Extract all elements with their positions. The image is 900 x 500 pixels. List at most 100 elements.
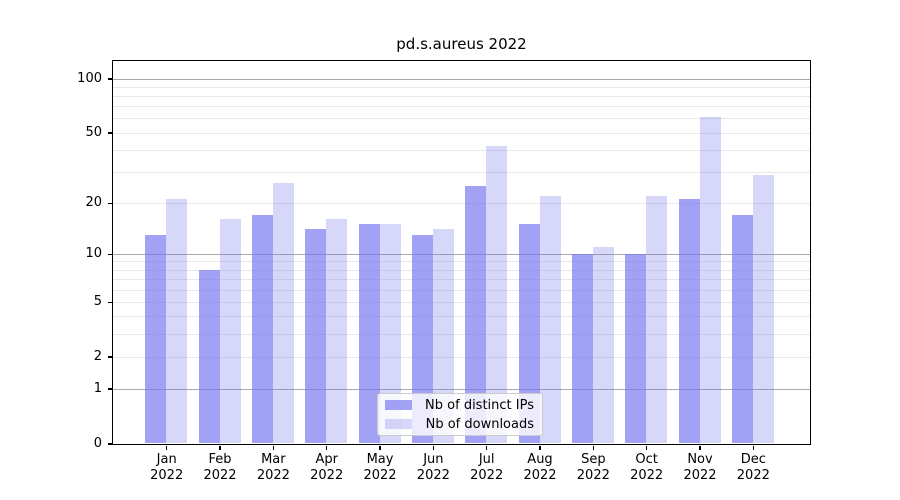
bar-downloads-dec [752, 174, 774, 444]
gridline-minor-8 [112, 269, 810, 271]
x-tick-year: 2022 [523, 467, 557, 483]
x-tick-year: 2022 [363, 467, 397, 483]
x-tick-mark-oct [645, 445, 648, 450]
x-tick-month: Sep [581, 452, 606, 467]
x-tick-year: 2022 [203, 467, 237, 483]
x-tick-mark-jan [165, 445, 168, 450]
x-tick-label-aug: Aug 2022 [508, 452, 572, 483]
y-tick-label-50: 50 [85, 125, 102, 141]
gridline-minor-60 [112, 118, 810, 120]
gridline-minor-2 [112, 356, 810, 358]
x-tick-mark-jun [432, 445, 435, 450]
x-tick-year: 2022 [256, 467, 290, 483]
x-tick-mark-jul [485, 445, 488, 450]
x-tick-month: Jul [478, 452, 495, 467]
y-tick-mark-50 [107, 132, 112, 134]
x-tick-year: 2022 [150, 467, 184, 483]
x-tick-label-feb: Feb 2022 [188, 452, 252, 483]
bar-distinct-ips-aug [518, 224, 540, 444]
x-tick-mark-may [379, 445, 381, 450]
bar-distinct-ips-feb [198, 269, 220, 444]
y-tick-label-100: 100 [77, 71, 102, 87]
x-tick-month: Mar [261, 452, 286, 467]
x-tick-label-oct: Oct 2022 [615, 452, 679, 483]
x-tick-label-nov: Nov 2022 [668, 452, 732, 483]
x-tick-mark-apr [325, 445, 328, 450]
gridline-minor-40 [112, 149, 810, 151]
bar-distinct-ips-mar [251, 214, 273, 444]
x-tick-mark-aug [539, 445, 541, 450]
legend: Nb of distinct IPs Nb of downloads [377, 393, 543, 436]
bar-downloads-jun [432, 229, 454, 444]
x-tick-mark-sep [592, 445, 595, 450]
x-tick-month: Aug [527, 452, 553, 467]
x-tick-month: May [366, 452, 394, 467]
x-tick-year: 2022 [310, 467, 344, 483]
legend-label-downloads: Nb of downloads [425, 416, 534, 432]
gridline-minor-9 [112, 261, 810, 263]
x-tick-month: Apr [315, 452, 338, 467]
bars-layer [113, 61, 810, 444]
bar-distinct-ips-jun [411, 234, 433, 444]
x-tick-year: 2022 [630, 467, 664, 483]
x-tick-year: 2022 [470, 467, 504, 483]
bar-distinct-ips-oct [625, 253, 647, 444]
x-tick-label-apr: Apr 2022 [295, 452, 359, 483]
x-tick-mark-nov [699, 445, 701, 450]
x-tick-month: Dec [740, 452, 766, 467]
y-tick-label-10: 10 [85, 246, 102, 262]
y-tick-label-2: 2 [93, 349, 102, 365]
gridline-minor-4 [112, 316, 810, 318]
gridline-minor-5 [112, 301, 810, 303]
bar-downloads-aug [539, 195, 561, 444]
x-tick-label-may: May 2022 [348, 452, 412, 483]
gridline-major-100 [112, 78, 810, 80]
y-tick-mark-100 [107, 78, 112, 80]
bar-downloads-feb [219, 219, 241, 444]
x-tick-year: 2022 [736, 467, 770, 483]
x-tick-month: Nov [687, 452, 713, 467]
y-tick-label-5: 5 [93, 294, 102, 310]
x-tick-label-jan: Jan 2022 [135, 452, 199, 483]
gridline-minor-90 [112, 86, 810, 88]
bar-distinct-ips-dec [731, 214, 753, 444]
gridline-minor-80 [112, 96, 810, 98]
gridline-major-10 [112, 253, 810, 255]
y-tick-label-20: 20 [85, 195, 102, 211]
legend-swatch-distinct-ips [385, 399, 412, 411]
x-tick-mark-dec [752, 445, 755, 450]
x-tick-year: 2022 [416, 467, 450, 483]
bar-downloads-apr [326, 219, 348, 444]
bar-distinct-ips-may [358, 224, 380, 444]
y-tick-mark-2 [107, 356, 112, 358]
y-tick-mark-20 [107, 202, 112, 205]
x-tick-label-sep: Sep 2022 [561, 452, 625, 483]
gridline-minor-6 [112, 289, 810, 291]
x-tick-mark-feb [219, 445, 221, 450]
legend-swatch-downloads [385, 418, 412, 430]
x-tick-year: 2022 [576, 467, 610, 483]
bar-downloads-jan [166, 199, 188, 444]
x-tick-label-mar: Mar 2022 [241, 452, 305, 483]
bar-downloads-nov [699, 117, 721, 444]
bar-downloads-may [379, 224, 401, 444]
bar-distinct-ips-apr [305, 229, 327, 444]
bar-downloads-sep [592, 247, 614, 444]
x-tick-month: Jun [423, 452, 444, 467]
x-tick-month: Jan [156, 452, 177, 467]
grid-layer [112, 61, 810, 444]
y-tick-label-1: 1 [93, 381, 102, 397]
gridline-minor-50 [112, 132, 810, 134]
x-tick-month: Feb [208, 452, 232, 467]
plot-area [111, 59, 811, 445]
legend-row-downloads: Nb of downloads [385, 417, 534, 432]
gridline-minor-20 [112, 202, 810, 204]
x-tick-year: 2022 [683, 467, 717, 483]
gridline-minor-7 [112, 279, 810, 281]
x-tick-label-jul: Jul 2022 [455, 452, 519, 483]
bar-downloads-jul [486, 146, 508, 444]
y-tick-mark-1 [107, 388, 112, 390]
x-tick-label-jun: Jun 2022 [401, 452, 465, 483]
y-tick-label-0: 0 [93, 436, 102, 451]
